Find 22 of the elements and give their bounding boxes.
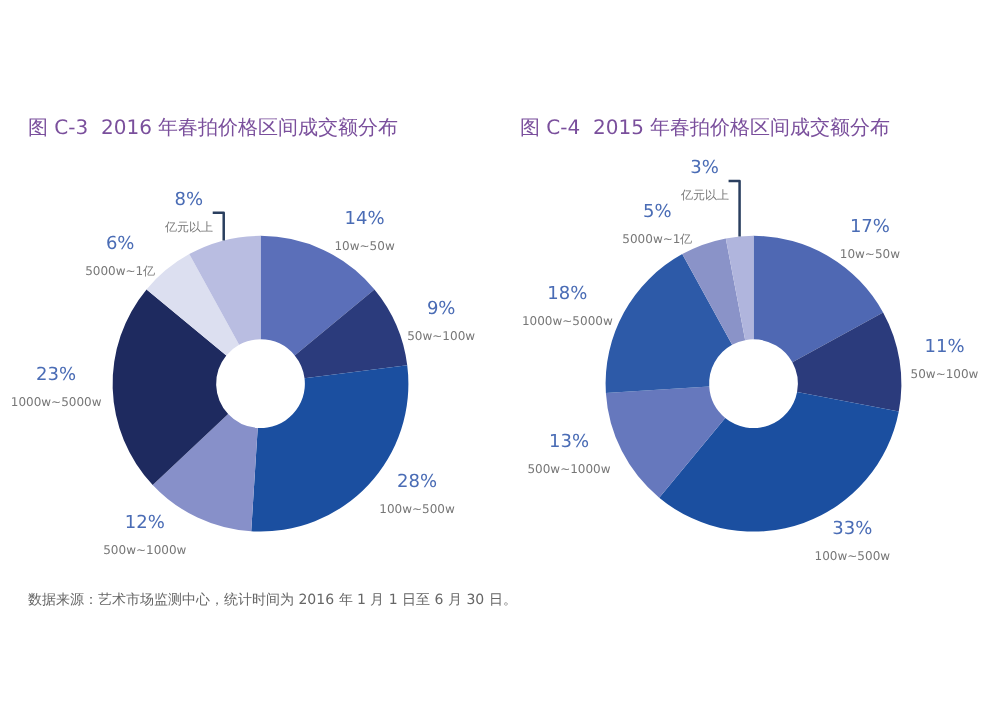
- donut-slice: [659, 392, 899, 532]
- data-label: 5%: [643, 203, 673, 224]
- donut-slice: [112, 289, 229, 485]
- data-label: 17%: [849, 218, 891, 239]
- data-label: 28%: [397, 473, 438, 494]
- donut-slice: [189, 235, 261, 345]
- donut-slice: [294, 289, 408, 379]
- data-label: 23%: [36, 366, 78, 387]
- data-label: 12%: [124, 513, 166, 534]
- donut-slice: [792, 312, 902, 412]
- chart-title: 图 C-3 2016 年春拍价格区间成交额分布: [28, 116, 399, 140]
- data-label: 3%: [690, 159, 720, 180]
- data-label: 33%: [832, 520, 874, 541]
- data-label: 9%: [426, 299, 457, 320]
- donut-slice: [725, 235, 754, 341]
- data-label: 18%: [547, 285, 589, 306]
- data-label: 13%: [548, 433, 590, 454]
- data-label: 6%: [105, 234, 136, 255]
- data-label: 11%: [924, 338, 966, 359]
- data-label: 8%: [174, 190, 204, 211]
- data-label: 14%: [344, 209, 386, 230]
- chart-title: 图 C-4 2015 年春拍价格区间成交额分布: [520, 116, 891, 140]
